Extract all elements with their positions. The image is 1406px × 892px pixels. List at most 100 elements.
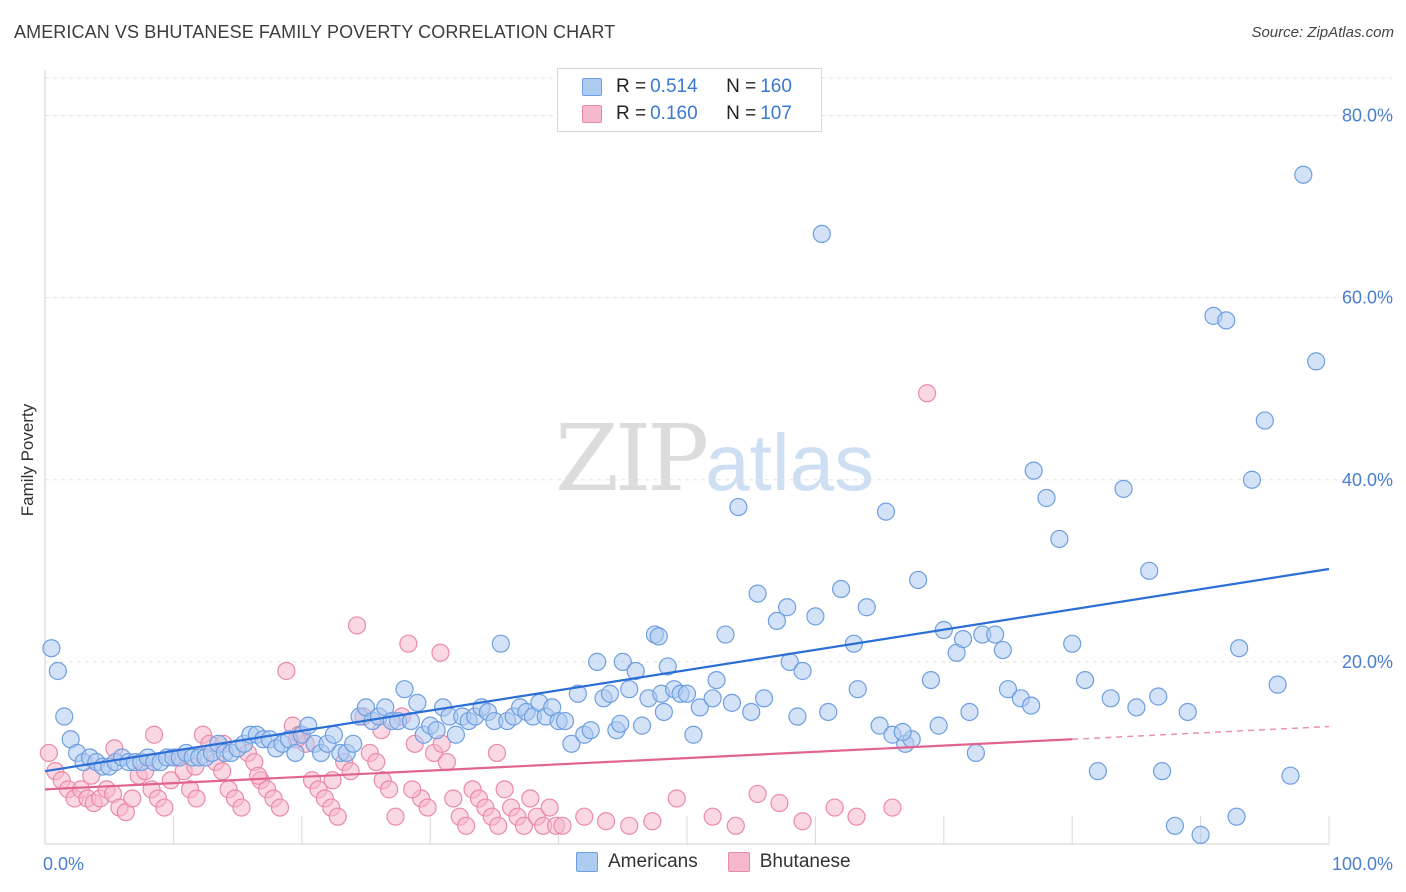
bhutanese-point — [918, 384, 937, 403]
americans-point — [1075, 670, 1095, 690]
americans-points — [42, 165, 1326, 844]
americans-point — [754, 689, 774, 708]
americans-point — [729, 497, 748, 517]
americans-point — [960, 702, 979, 722]
bhutanese-point — [399, 634, 418, 653]
americans-point — [716, 625, 735, 644]
bhutanese-point — [367, 752, 386, 772]
bhutanese-point — [328, 807, 347, 826]
series-swatch-americans — [576, 852, 598, 872]
americans-point — [1294, 165, 1313, 184]
americans-point — [788, 707, 807, 726]
bhutanese-point — [380, 780, 399, 799]
americans-point — [620, 680, 639, 699]
americans-point — [1022, 696, 1041, 715]
bhutanese-point — [457, 816, 476, 835]
bhutanese-point — [575, 807, 594, 826]
bhutanese-point — [341, 762, 360, 781]
americans-point — [831, 579, 851, 599]
bhutanese-point — [444, 789, 463, 808]
americans-point — [48, 661, 67, 681]
americans-point — [1063, 634, 1082, 653]
americans-point — [742, 702, 761, 722]
trend-lines — [44, 567, 1330, 791]
americans-point — [1127, 698, 1146, 717]
bhutanese-trend-line — [44, 738, 1073, 791]
bhutanese-point — [39, 743, 58, 763]
bhutanese-points — [39, 384, 937, 835]
bhutanese-point — [487, 743, 507, 763]
americans-point — [1114, 479, 1133, 498]
y-tick-label: 40.0% — [1342, 470, 1393, 490]
americans-point — [649, 627, 668, 646]
bhutanese-point — [386, 807, 405, 826]
bhutanese-point — [667, 789, 686, 808]
americans-point — [1230, 639, 1249, 658]
bhutanese-point — [437, 752, 456, 772]
bhutanese-point — [123, 789, 142, 808]
legend-n-value: 160 — [760, 76, 792, 97]
legend-n-label: N = — [726, 103, 757, 124]
bhutanese-point — [213, 762, 232, 781]
americans-point — [600, 684, 620, 703]
americans-point — [654, 702, 673, 722]
americans-point — [998, 680, 1018, 699]
bhutanese-point — [431, 643, 450, 662]
americans-point — [703, 689, 722, 708]
series-label-americans: Americans — [608, 851, 698, 872]
x-tick-label-max: 100.0% — [1332, 854, 1393, 874]
americans-point — [778, 598, 797, 617]
americans-point — [1178, 702, 1197, 722]
series-legend-bhutanese: Bhutanese — [727, 851, 851, 873]
americans-point — [921, 670, 941, 690]
americans-point — [929, 716, 948, 735]
legend-row-americans: R = 0.514 N = 160 — [582, 76, 792, 98]
bhutanese-point — [770, 793, 789, 813]
americans-point — [581, 721, 600, 740]
axes — [44, 70, 1329, 845]
bhutanese-point — [249, 766, 268, 785]
bhutanese-point — [597, 812, 616, 831]
source-label: Source: ZipAtlas.com — [1251, 24, 1394, 41]
americans-point — [1101, 689, 1120, 708]
bhutanese-point — [155, 798, 174, 817]
americans-point — [986, 625, 1005, 644]
americans-point — [748, 584, 767, 603]
bhutanese-point — [726, 816, 745, 835]
americans-point — [427, 721, 446, 740]
americans-point — [286, 743, 305, 763]
americans-point — [767, 611, 786, 631]
americans-point — [1242, 470, 1262, 489]
americans-point — [568, 684, 587, 703]
series-swatch-bhutanese — [727, 852, 750, 872]
americans-point — [324, 725, 343, 744]
series-label-bhutanese: Bhutanese — [759, 851, 851, 872]
americans-point — [857, 598, 876, 617]
bhutanese-point — [277, 661, 296, 681]
bhutanese-point — [847, 807, 866, 826]
americans-point — [408, 693, 427, 712]
americans-point — [1088, 762, 1107, 781]
americans-point — [993, 640, 1012, 660]
americans-point — [588, 652, 607, 671]
americans-point — [793, 661, 812, 681]
bhutanese-point — [232, 798, 251, 817]
americans-point — [555, 711, 575, 731]
americans-point — [1149, 687, 1168, 706]
bhutanese-point — [521, 789, 540, 808]
americans-point — [870, 716, 889, 735]
americans-point — [690, 698, 709, 717]
bhutanese-point — [793, 812, 812, 831]
americans-point — [1268, 675, 1287, 694]
bhutanese-point — [403, 780, 422, 799]
bhutanese-trend-extension — [1072, 725, 1330, 741]
americans-point — [611, 714, 630, 733]
bhutanese-point — [418, 798, 437, 817]
watermark-atlas: atlas — [705, 418, 875, 507]
americans-point — [806, 607, 825, 626]
legend-row-bhutanese: R = 0.160 N = 107 — [582, 103, 792, 125]
americans-point — [1152, 762, 1172, 781]
americans-point — [812, 224, 831, 244]
bhutanese-point — [748, 784, 767, 804]
